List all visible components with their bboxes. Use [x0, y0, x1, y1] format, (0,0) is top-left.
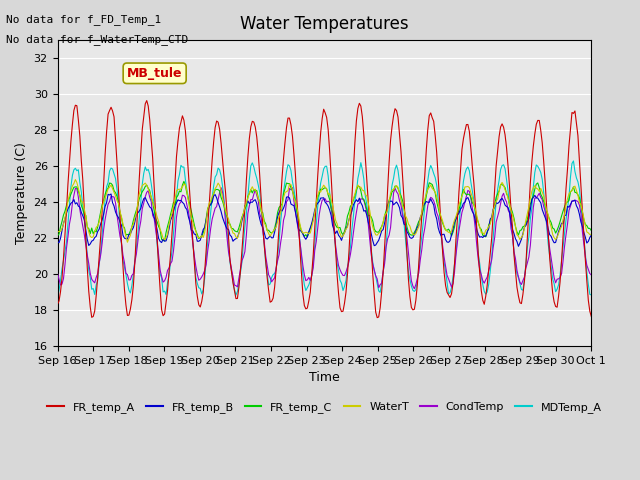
X-axis label: Time: Time [309, 371, 340, 384]
Legend: FR_temp_A, FR_temp_B, FR_temp_C, WaterT, CondTemp, MDTemp_A: FR_temp_A, FR_temp_B, FR_temp_C, WaterT,… [43, 397, 606, 417]
Y-axis label: Temperature (C): Temperature (C) [15, 142, 28, 244]
Text: No data for f_FD_Temp_1: No data for f_FD_Temp_1 [6, 14, 162, 25]
Text: MB_tule: MB_tule [127, 67, 182, 80]
Title: Water Temperatures: Water Temperatures [240, 15, 409, 33]
Text: No data for f_WaterTemp_CTD: No data for f_WaterTemp_CTD [6, 34, 189, 45]
